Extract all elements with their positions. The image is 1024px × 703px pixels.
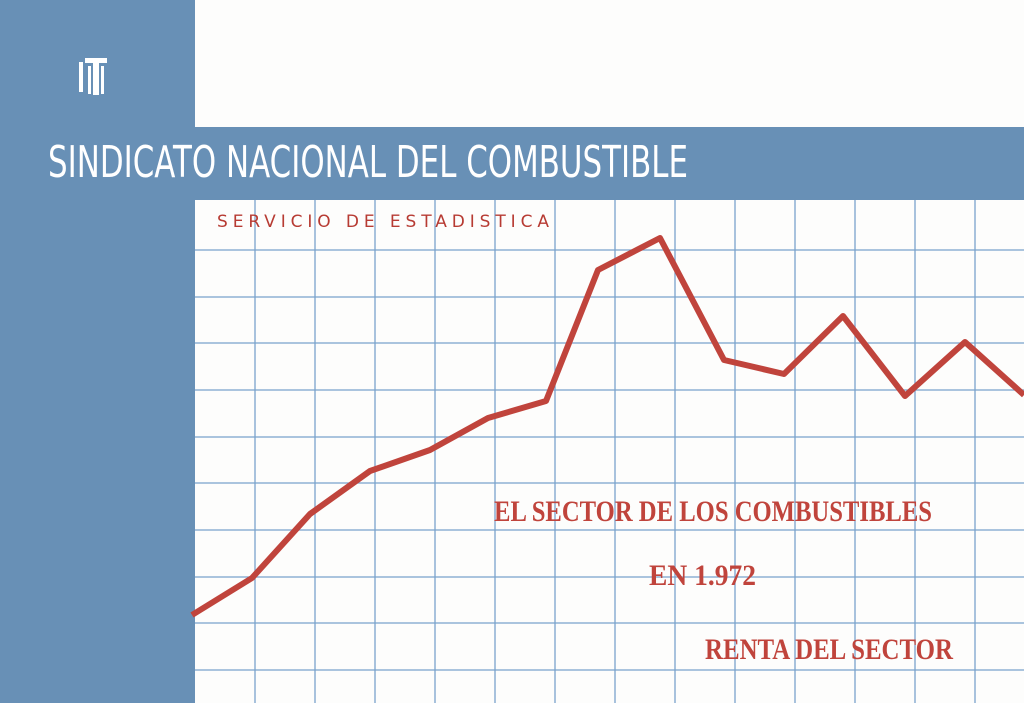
title-line: EL SECTOR DE LOS COMBUSTIBLES xyxy=(494,495,932,528)
title-line: RENTA DEL SECTOR xyxy=(705,633,953,666)
service: SERVICIO DE ESTADISTICA xyxy=(217,212,549,232)
top-band xyxy=(195,127,1024,200)
logo xyxy=(79,58,107,95)
side-band xyxy=(0,0,195,703)
grid xyxy=(195,200,1024,703)
organization: SINDICATO NACIONAL DEL COMBUSTIBLE xyxy=(48,137,688,188)
decorative-line xyxy=(190,235,1024,618)
title-line: EN 1.972 xyxy=(649,559,756,592)
